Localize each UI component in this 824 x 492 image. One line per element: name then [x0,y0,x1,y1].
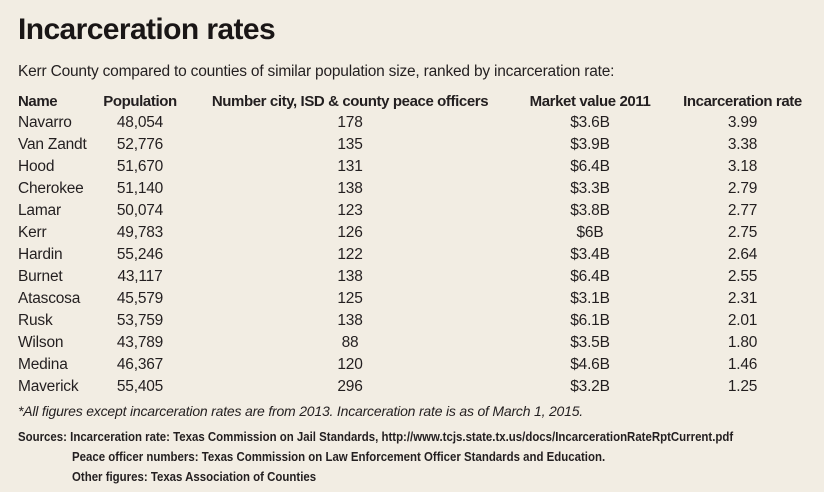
cell-market-value: $6.4B [570,268,610,285]
footnote: *All figures except incarceration rates … [18,403,583,419]
cell-population: 45,579 [116,290,164,307]
cell-market-value: $6B [576,224,604,241]
table-row: Burnet 43,117 138 $6.4B 2.55 [18,266,815,288]
county-table: Name Population Number city, ISD & count… [18,90,815,398]
cell-market-value: $3.2B [570,378,610,395]
table-row: Hood 51,670 131 $6.4B 3.18 [18,156,815,178]
cell-peace-officers: 126 [337,224,363,241]
cell-population: 46,367 [116,356,164,373]
cell-incarceration-rate: 2.01 [727,312,758,329]
cell-population: 55,405 [116,378,164,395]
source-text-other-figures: Other figures: Texas Association of Coun… [72,469,317,484]
cell-market-value: $3.1B [570,290,610,307]
cell-county-name: Hood [18,158,55,175]
cell-market-value: $6.1B [570,312,610,329]
cell-peace-officers: 125 [337,290,363,307]
table-row: Lamar 50,074 123 $3.8B 2.77 [18,200,815,222]
cell-peace-officers: 120 [337,356,363,373]
table-row: Cherokee 51,140 138 $3.3B 2.79 [18,178,815,200]
source-text-peace-officers: Peace officer numbers: Texas Commission … [72,449,606,464]
cell-population: 49,783 [116,224,164,241]
cell-population: 52,776 [116,136,164,153]
table-row-kerr: Kerr 49,783 126 $6B 2.75 [18,222,815,244]
cell-market-value: $3.9B [570,136,610,153]
cell-population: 55,246 [116,246,164,263]
cell-market-value: $3.6B [570,114,610,131]
cell-market-value: $3.5B [570,334,610,351]
cell-incarceration-rate: 3.99 [727,114,758,131]
cell-incarceration-rate: 2.64 [727,246,758,263]
cell-county-name: Lamar [18,202,61,219]
sources-block: Sources: Incarceration rate: Texas Commi… [18,427,810,487]
cell-population: 53,759 [116,312,164,329]
source-text-incarceration-rate: Incarceration rate: Texas Commission on … [70,429,734,444]
cell-incarceration-rate: 1.25 [727,378,758,395]
col-header-incarceration-rate: Incarceration rate [683,92,802,110]
cell-county-name: Kerr [18,224,47,241]
cell-peace-officers: 138 [337,312,363,329]
page-title: Incarceration rates [18,13,276,46]
cell-peace-officers: 88 [341,334,359,351]
cell-market-value: $4.6B [570,356,610,373]
cell-peace-officers: 296 [337,378,363,395]
cell-population: 50,074 [116,202,164,219]
col-header-market-value: Market value 2011 [529,92,651,110]
table-row: Wilson 43,789 88 $3.5B 1.80 [18,332,815,354]
cell-county-name: Cherokee [18,180,84,197]
table-row: Maverick 55,405 296 $3.2B 1.25 [18,376,815,398]
cell-county-name: Maverick [18,378,79,395]
cell-peace-officers: 138 [337,180,363,197]
subtitle: Kerr County compared to counties of simi… [18,63,615,80]
cell-county-name: Rusk [18,312,53,329]
cell-incarceration-rate: 1.80 [727,334,758,351]
cell-county-name: Navarro [18,114,72,131]
cell-incarceration-rate: 3.18 [727,158,758,175]
cell-market-value: $3.8B [570,202,610,219]
cell-population: 48,054 [116,114,164,131]
cell-county-name: Hardin [18,246,63,263]
cell-peace-officers: 178 [337,114,363,131]
cell-population: 51,140 [116,180,164,197]
cell-peace-officers: 135 [337,136,363,153]
cell-market-value: $6.4B [570,158,610,175]
cell-peace-officers: 123 [337,202,363,219]
table-row: Atascosa 45,579 125 $3.1B 2.31 [18,288,815,310]
source-line-1: Sources: Incarceration rate: Texas Commi… [18,427,810,447]
cell-county-name: Atascosa [18,290,81,307]
cell-population: 43,789 [116,334,164,351]
cell-incarceration-rate: 2.79 [727,180,758,197]
cell-county-name: Medina [18,356,68,373]
table-header-row: Name Population Number city, ISD & count… [18,90,815,112]
cell-incarceration-rate: 2.31 [727,290,758,307]
table-row: Van Zandt 52,776 135 $3.9B 3.38 [18,134,815,156]
cell-incarceration-rate: 1.46 [727,356,758,373]
cell-population: 51,670 [116,158,164,175]
cell-county-name: Wilson [18,334,64,351]
col-header-name: Name [18,92,58,110]
table-row: Medina 46,367 120 $4.6B 1.46 [18,354,815,376]
cell-county-name: Van Zandt [18,136,87,153]
table-row: Navarro 48,054 178 $3.6B 3.99 [18,112,815,134]
table-row: Rusk 53,759 138 $6.1B 2.01 [18,310,815,332]
col-header-peace-officers: Number city, ISD & county peace officers [211,92,489,110]
cell-county-name: Burnet [18,268,63,285]
cell-incarceration-rate: 3.38 [727,136,758,153]
cell-market-value: $3.3B [570,180,610,197]
cell-incarceration-rate: 2.77 [727,202,758,219]
source-line-2: Peace officer numbers: Texas Commission … [18,447,810,467]
cell-market-value: $3.4B [570,246,610,263]
cell-population: 43,117 [117,268,163,285]
cell-peace-officers: 131 [337,158,363,175]
sources-label: Sources: [18,429,67,444]
cell-peace-officers: 138 [337,268,363,285]
col-header-population: Population [103,92,177,110]
cell-peace-officers: 122 [337,246,363,263]
cell-incarceration-rate: 2.75 [727,224,758,241]
table-row: Hardin 55,246 122 $3.4B 2.64 [18,244,815,266]
cell-incarceration-rate: 2.55 [727,268,758,285]
source-line-3: Other figures: Texas Association of Coun… [18,467,810,487]
